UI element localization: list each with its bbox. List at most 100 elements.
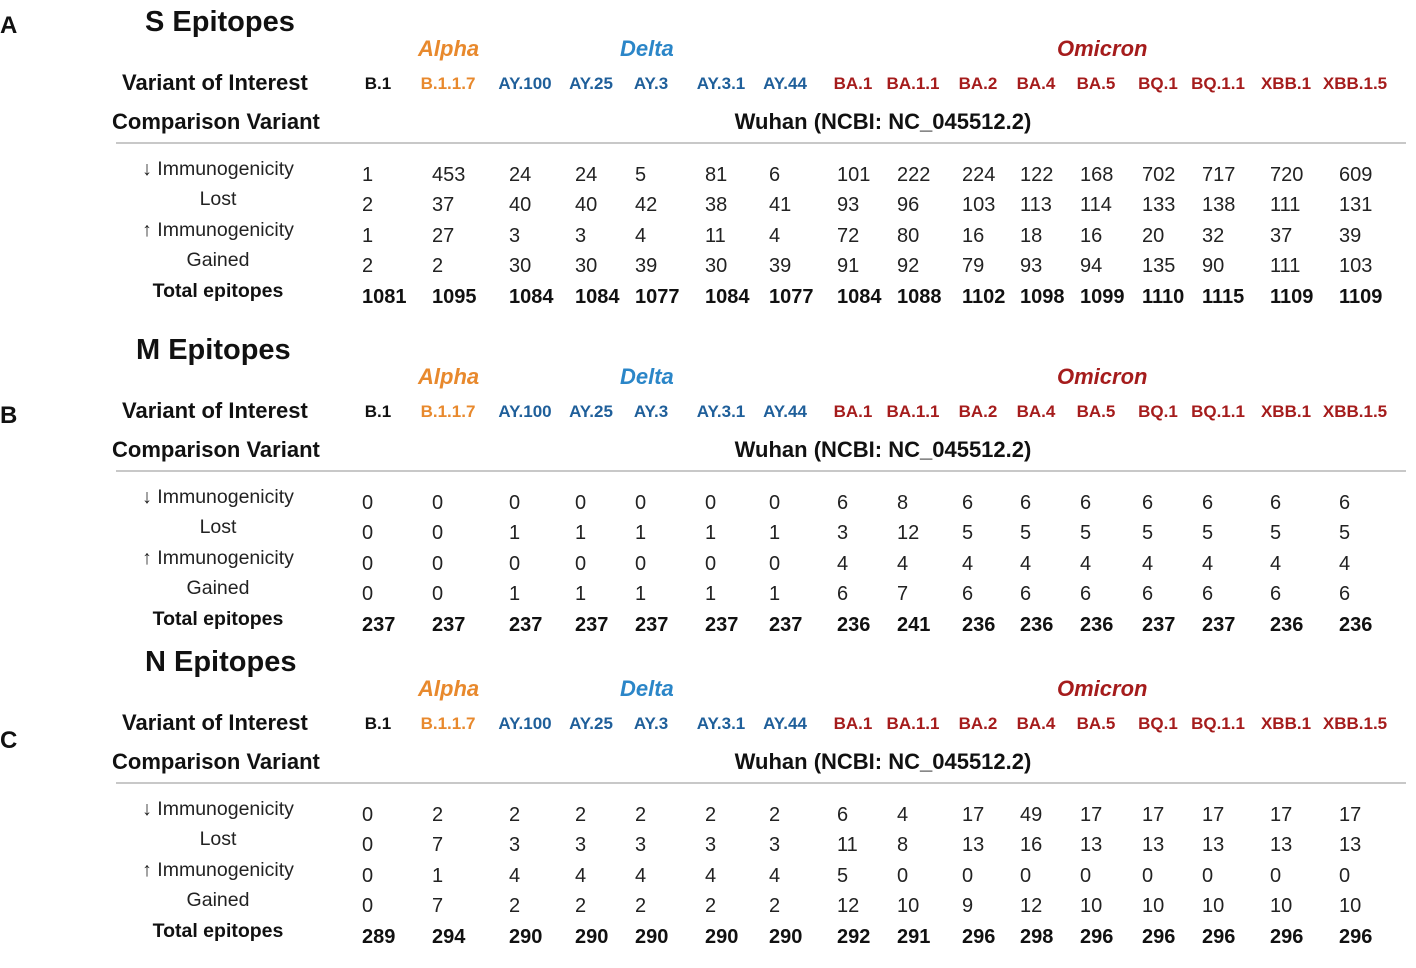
group-label-delta: Delta [620,676,674,701]
total-cell: 1098 [1020,286,1065,308]
panel-letter: B [0,402,18,429]
table-cell: 6 [1142,583,1154,605]
table-cell: 609 [1339,164,1373,186]
table-cell: 4 [1020,553,1032,575]
comparison-variant-label: Comparison Variant [112,749,320,774]
table-cell: 0 [432,583,444,605]
table-cell: 122 [1020,164,1054,186]
table-cell: 30 [575,255,598,277]
group-label-alpha: Alpha [418,36,480,61]
total-cell: 1077 [769,286,814,308]
variant-header: BQ.1.1 [1191,714,1245,733]
table-cell: 12 [897,522,920,544]
table-cell: 41 [769,194,792,216]
table-cell: 4 [705,865,717,887]
table-cell: 0 [509,492,521,514]
table-cell: 0 [635,553,647,575]
variant-of-interest-label: Variant of Interest [122,70,308,95]
table-cell: 103 [962,194,996,216]
variant-header: BQ.1.1 [1191,402,1245,421]
table-cell: 96 [897,194,920,216]
table-cell: 113 [1020,194,1052,216]
total-cell: 237 [1202,614,1236,636]
table-cell: 4 [635,865,647,887]
total-cell: 1077 [635,286,680,308]
table-cell: 27 [432,225,455,247]
variant-header: BA.2 [958,74,998,93]
table-cell: 6 [1202,492,1214,514]
table-cell: 5 [962,522,974,544]
table-cell: 5 [635,164,647,186]
variant-header: BA.1 [833,74,873,93]
table-cell: 17 [1142,804,1165,826]
variant-header: AY.25 [569,74,613,93]
panel-title: N Epitopes [145,646,297,678]
group-label-delta: Delta [620,364,674,389]
table-cell: 1 [362,164,374,186]
table-cell: 4 [837,553,849,575]
table-cell: 0 [1270,865,1282,887]
table-cell: 80 [897,225,920,247]
table-cell: 717 [1202,164,1236,186]
variant-header: AY.3 [633,402,669,421]
table-cell: 1 [769,583,781,605]
table-cell: 10 [1080,895,1103,917]
table-cell: 133 [1142,194,1176,216]
total-cell: 237 [705,614,739,636]
group-label-delta: Delta [620,36,674,61]
table-cell: 5 [1080,522,1092,544]
total-cell: 1102 [962,286,1006,308]
total-cell: 236 [1020,614,1054,636]
variant-header: B.1.1.7 [420,74,476,93]
table-cell: 0 [509,553,521,575]
total-cell: 237 [769,614,803,636]
table-cell: 5 [1202,522,1214,544]
table-cell: 93 [837,194,860,216]
table-cell: 4 [1202,553,1214,575]
table-cell: 2 [509,895,521,917]
table-cell: 4 [1270,553,1282,575]
table-cell: 1 [635,522,647,544]
table-cell: 1 [635,583,647,605]
variant-header: AY.3 [633,714,669,733]
table-cell: 0 [432,553,444,575]
total-epitopes-label: Total epitopes [152,280,284,302]
variant-header: XBB.1.5 [1322,714,1388,733]
table-cell: 0 [1142,865,1154,887]
table-cell: 5 [1339,522,1351,544]
group-label-alpha: Alpha [418,364,480,389]
table-cell: 0 [362,804,374,826]
variant-header: BA.5 [1076,714,1116,733]
variant-header: AY.100 [498,714,552,733]
variant-header: BA.5 [1076,74,1116,93]
table-cell: 3 [509,834,521,856]
table-cell: 7 [897,583,909,605]
table-cell: 13 [1339,834,1362,856]
table-cell: 7 [432,834,444,856]
table-cell: 2 [432,255,444,277]
table-cell: 0 [705,553,717,575]
table-cell: 0 [362,865,374,887]
table-cell: 101 [837,164,871,186]
table-cell: 2 [509,804,521,826]
variant-header: XBB.1 [1260,714,1312,733]
section-divider [116,470,1406,472]
variant-of-interest-label: Variant of Interest [122,710,308,735]
group-label-omicron: Omicron [1057,364,1148,389]
table-cell: 5 [837,865,849,887]
table-cell: 2 [635,804,647,826]
table-cell: 13 [962,834,985,856]
table-cell: 39 [769,255,792,277]
total-epitopes-label: Total epitopes [152,608,284,630]
table-cell: 2 [362,194,374,216]
table-cell: 94 [1080,255,1103,277]
table-cell: 0 [362,553,374,575]
table-cell: 4 [897,804,909,826]
metric-label: Gained [186,577,250,599]
comparison-variant-label: Comparison Variant [112,109,320,134]
variant-header: BA.1.1 [886,714,940,733]
table-cell: 6 [1080,492,1092,514]
table-cell: 0 [575,553,587,575]
table-cell: 2 [362,255,374,277]
table-cell: 4 [769,865,781,887]
